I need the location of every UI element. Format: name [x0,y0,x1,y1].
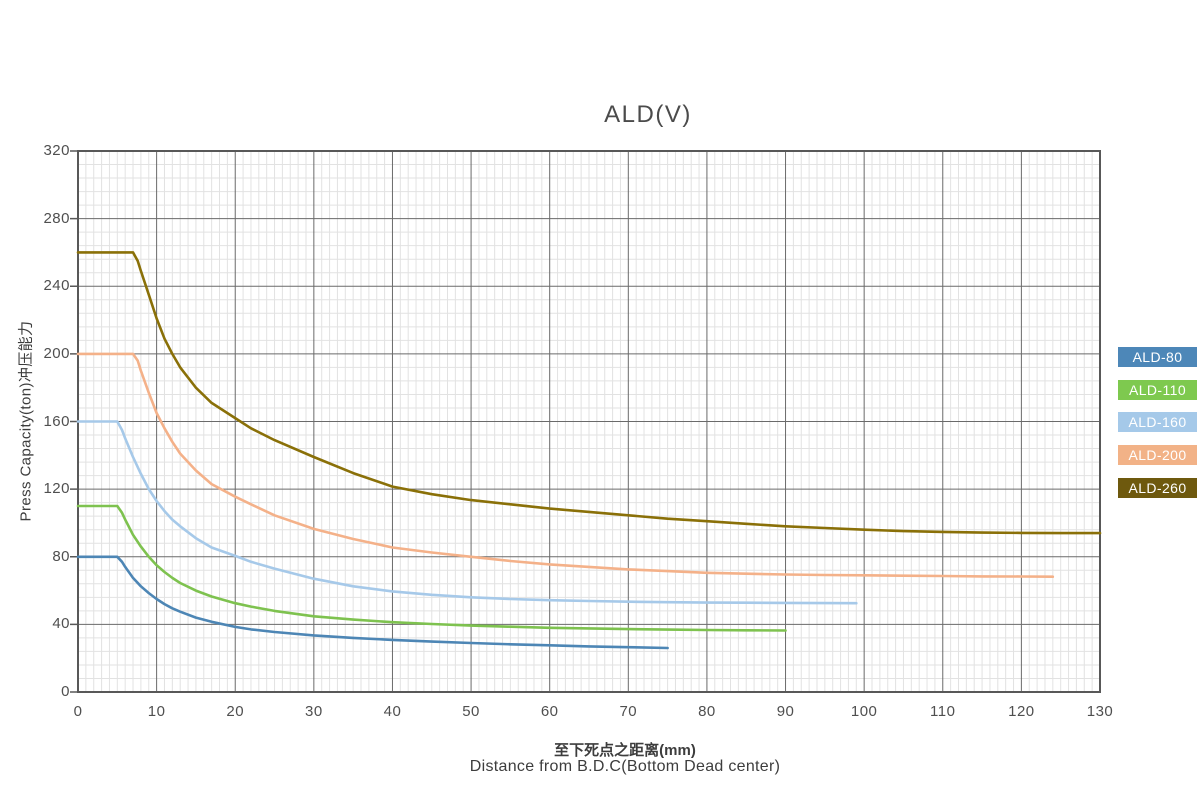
x-tick-label: 110 [930,703,956,720]
x-tick-label: 100 [850,703,878,720]
y-tick-label: 320 [43,142,70,159]
x-tick-label: 70 [619,703,638,720]
y-tick-label: 120 [43,480,70,498]
y-tick-label: 40 [52,615,70,633]
x-axis-title-zh: 至下死点之距离(mm) [554,742,696,759]
x-tick-label: 50 [462,703,480,720]
legend-item-ald-80: ALD-80 [1118,347,1197,367]
series-line-ald-110 [76,504,787,632]
series-line-ald-200 [76,352,1055,579]
y-tick-label: 160 [43,412,70,430]
series-line-ald-160 [76,420,858,605]
y-tick-label: 280 [43,209,70,227]
x-axis-title-en: Distance from B.D.C(Bottom Dead center) [469,758,781,775]
x-tick-label: 20 [226,703,245,720]
y-tick-label: 240 [43,277,70,295]
series-line-ald-260 [76,251,1102,535]
x-tick-label: 0 [73,703,83,720]
x-tick-label: 40 [383,703,402,720]
y-tick-label: 0 [61,683,70,700]
plot-area [70,150,1102,693]
series-line-ald-80 [76,555,669,650]
chart-title: ALD(V) [604,101,692,128]
legend-item-ald-200: ALD-200 [1118,445,1197,465]
x-tick-label: 80 [698,703,716,720]
legend-item-ald-110: ALD-110 [1118,380,1197,400]
x-tick-label: 130 [1086,703,1114,720]
x-tick-label: 90 [776,703,795,720]
y-tick-label: 200 [43,344,70,362]
x-tick-label: 30 [305,703,323,720]
y-axis-ticks [70,150,78,693]
legend-item-ald-160: ALD-160 [1118,412,1197,432]
grid-major [78,151,1100,692]
legend-item-ald-260: ALD-260 [1118,478,1197,498]
y-tick-label: 80 [52,547,70,565]
x-tick-label: 60 [540,703,559,720]
x-tick-label: 10 [147,703,166,720]
x-tick-label: 120 [1008,703,1035,720]
